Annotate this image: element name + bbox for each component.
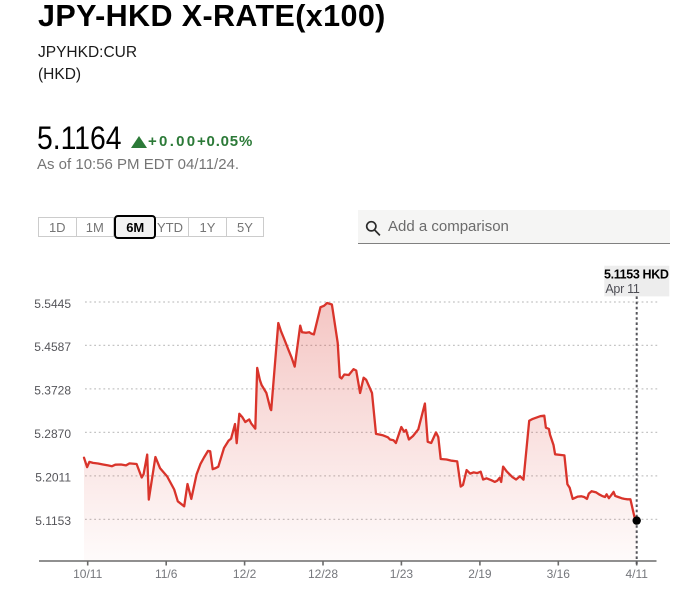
svg-text:5.5445: 5.5445 [34, 297, 71, 311]
svg-text:4/11: 4/11 [625, 567, 648, 581]
svg-text:12/28: 12/28 [308, 567, 338, 581]
svg-text:Apr 11: Apr 11 [605, 282, 639, 296]
svg-text:5.3728: 5.3728 [34, 384, 71, 398]
svg-text:10/11: 10/11 [73, 567, 102, 581]
svg-text:2/19: 2/19 [468, 567, 492, 581]
svg-text:5.1153 HKD: 5.1153 HKD [604, 267, 669, 281]
svg-text:5.2011: 5.2011 [35, 471, 71, 485]
svg-text:5.4587: 5.4587 [34, 340, 71, 354]
svg-text:1/23: 1/23 [390, 567, 414, 581]
svg-text:5.1153: 5.1153 [35, 514, 71, 528]
svg-text:3/16: 3/16 [547, 567, 571, 581]
svg-text:5.2870: 5.2870 [34, 427, 71, 441]
svg-text:11/6: 11/6 [155, 567, 178, 581]
svg-text:12/2: 12/2 [233, 567, 257, 581]
